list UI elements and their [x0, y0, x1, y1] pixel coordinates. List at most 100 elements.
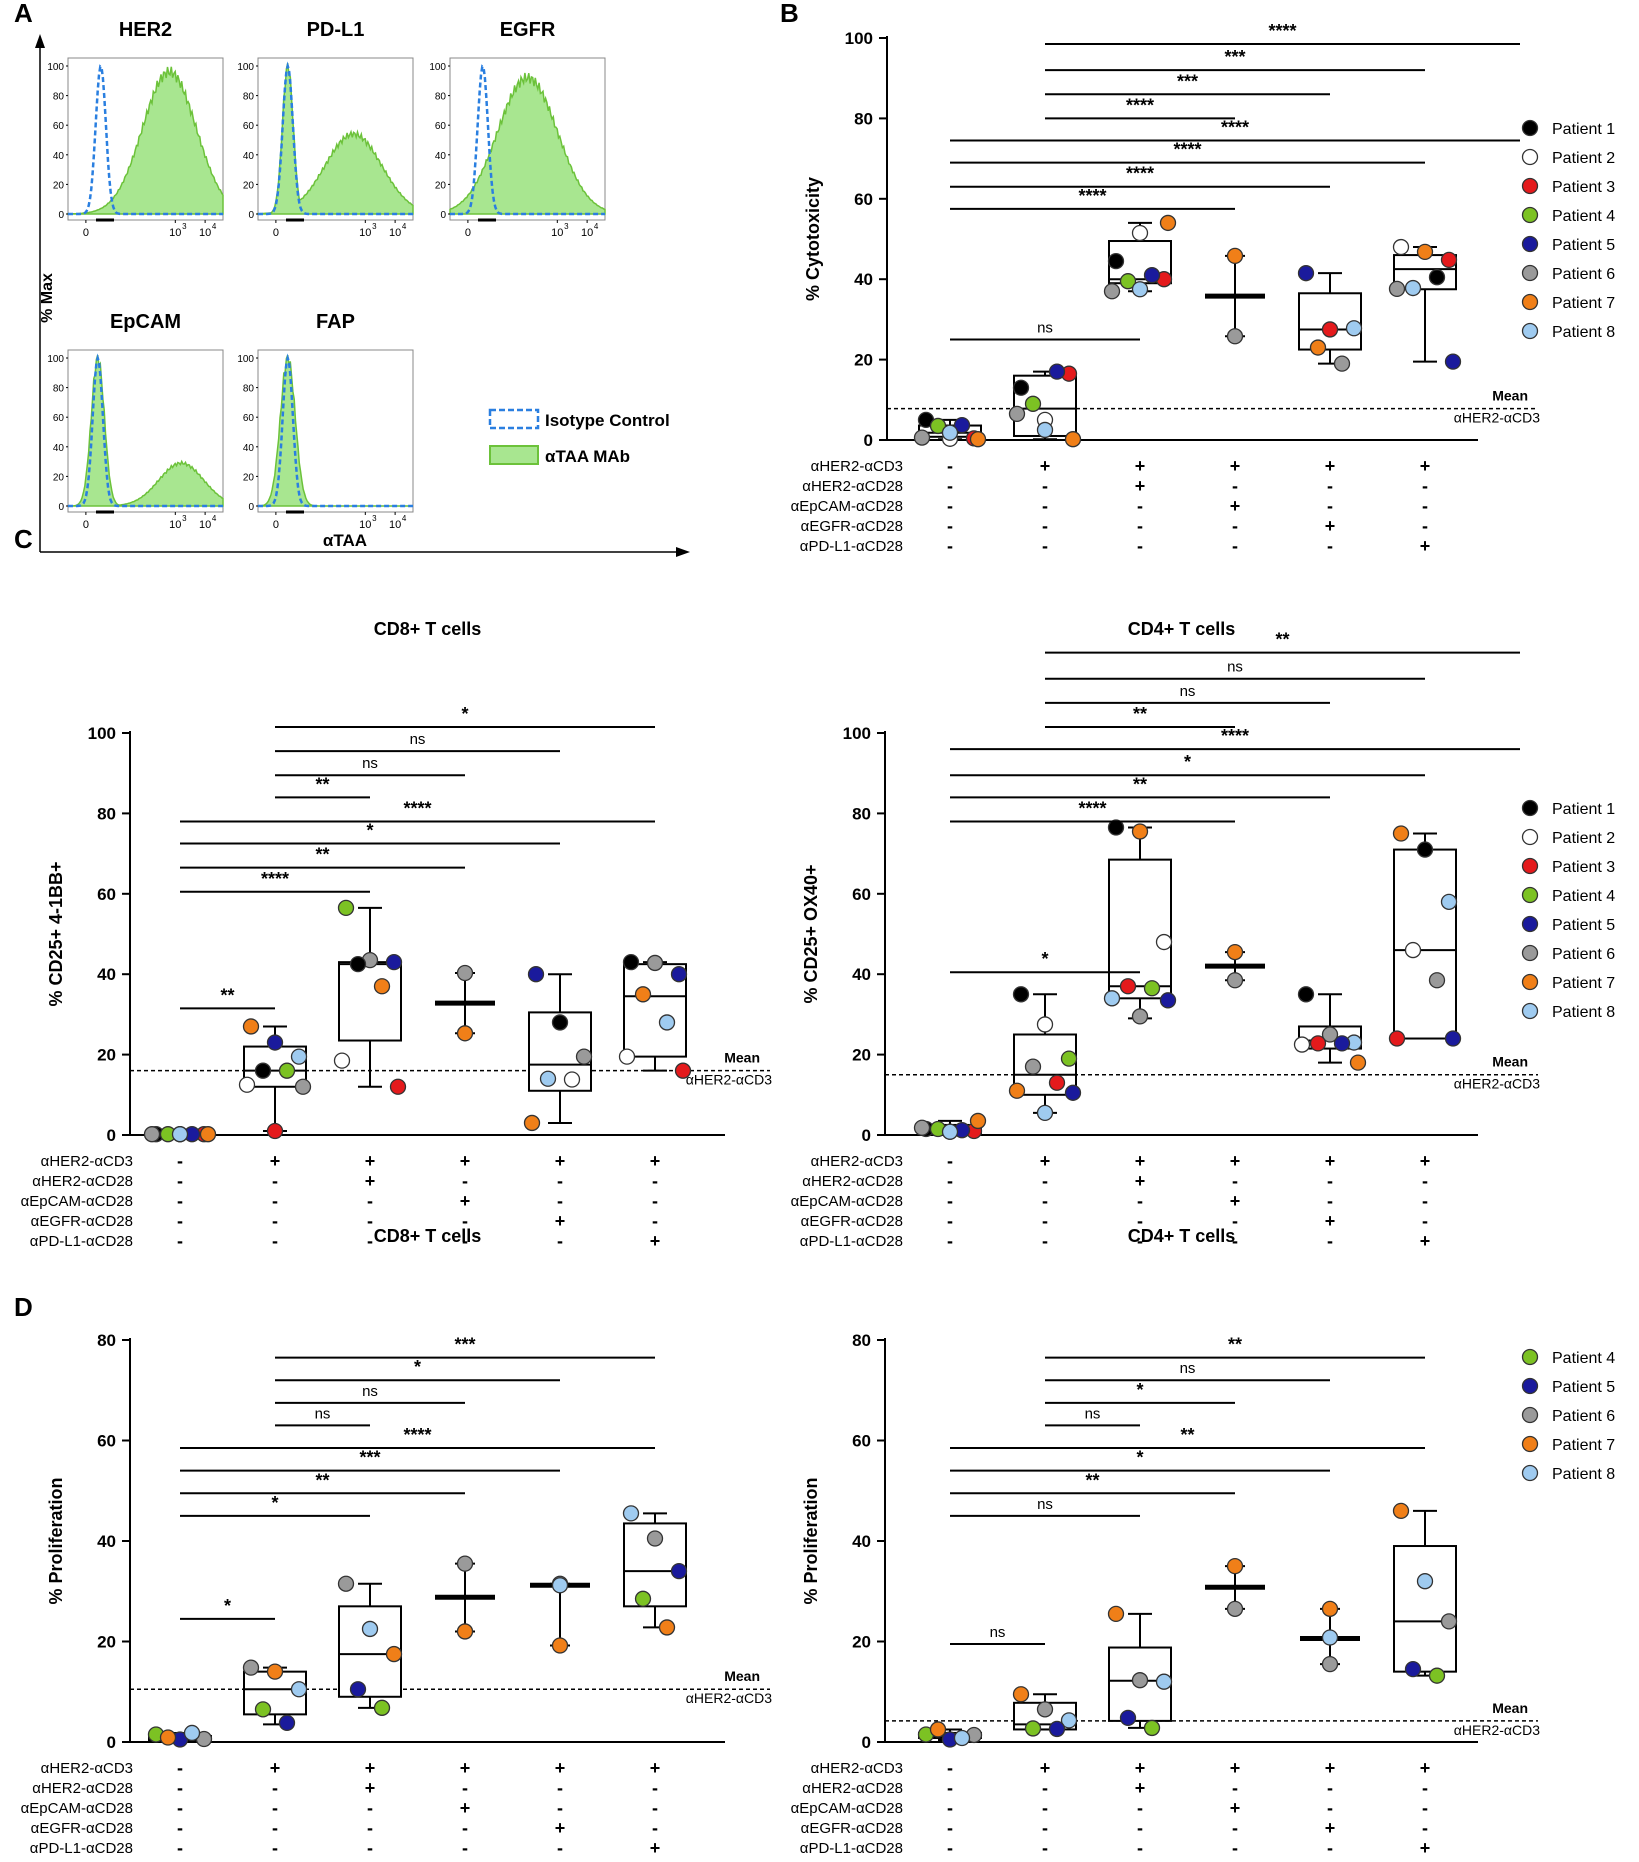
significance-label: ns — [315, 1405, 331, 1422]
condition-sign: + — [1420, 1838, 1431, 1858]
y-tick-label: 100 — [845, 29, 873, 48]
point-patient-5 — [1064, 1084, 1082, 1101]
y-tick-label: 100 — [88, 724, 116, 743]
condition-sign: + — [1230, 496, 1241, 516]
point-patient-7 — [1392, 1502, 1410, 1519]
condition-sign: - — [1327, 1231, 1333, 1251]
panel-c-right-boxplot: CD4+ T cells 0 20 40 60 80 100 % CD25+ OX40+ Mea… — [791, 619, 1616, 1251]
histogram-xtick-label: 0 — [465, 227, 471, 239]
significance-label: ns — [1085, 1405, 1101, 1422]
condition-sign: + — [1040, 456, 1051, 476]
condition-sign: + — [1325, 1151, 1336, 1171]
condition-row-label: αHER2-αCD3 — [41, 1153, 133, 1170]
condition-sign: + — [555, 1151, 566, 1171]
chart-title: CD4+ T cells — [1128, 619, 1236, 639]
legend-marker — [1521, 206, 1539, 224]
legend-marker — [1521, 148, 1539, 166]
point-patient-7 — [385, 1645, 403, 1663]
significance-label: ns — [1037, 320, 1053, 337]
chart-title: CD8+ T cells — [374, 619, 482, 639]
histogram-xtick-label: 0 — [83, 227, 89, 239]
shared-x-arrowhead — [676, 547, 690, 557]
histogram-xtick-label: 0 — [273, 227, 279, 239]
significance-label: ns — [1180, 683, 1196, 700]
point-patient-5 — [266, 1034, 284, 1051]
condition-sign: - — [557, 1798, 563, 1818]
point-patient-3 — [1388, 1030, 1406, 1047]
condition-sign: - — [177, 1151, 183, 1171]
chart-title: CD8+ T cells — [374, 1226, 482, 1246]
point-patient-3 — [1048, 1074, 1066, 1091]
point-patient-1 — [1012, 986, 1030, 1003]
point-patient-6 — [913, 1119, 931, 1136]
condition-row-label: αPD-L1-αCD28 — [30, 1233, 133, 1250]
point-patient-5 — [1143, 267, 1161, 284]
group-0 — [913, 411, 987, 448]
point-patient-1 — [1416, 841, 1434, 858]
legend-marker — [1521, 886, 1539, 904]
legend-label: Patient 1 — [1552, 121, 1615, 138]
condition-sign: - — [177, 1211, 183, 1231]
legend-marker — [1521, 857, 1539, 875]
point-patient-6 — [646, 954, 664, 972]
group-4 — [530, 1575, 590, 1654]
y-tick-label: 0 — [107, 1126, 116, 1145]
histogram-title: FAP — [316, 311, 355, 333]
condition-sign: + — [1325, 1211, 1336, 1231]
point-patient-4 — [1060, 1050, 1078, 1067]
point-patient-8 — [1345, 320, 1363, 337]
condition-row-label: αEpCAM-αCD28 — [21, 1193, 133, 1210]
histogram-ytick-label: 40 — [435, 151, 447, 162]
significance-label: **** — [1126, 95, 1154, 115]
condition-sign: - — [1137, 1211, 1143, 1231]
condition-sign: - — [947, 1151, 953, 1171]
significance-label: ** — [1180, 1425, 1194, 1445]
point-patient-1 — [1012, 379, 1030, 396]
significance-label: **** — [1221, 118, 1249, 138]
condition-sign: - — [1042, 1191, 1048, 1211]
point-patient-6 — [1131, 1672, 1149, 1689]
significance-label: *** — [1177, 71, 1198, 91]
point-patient-5 — [385, 953, 403, 971]
y-tick-label: 60 — [97, 1432, 116, 1451]
mean-label-title: Mean — [1492, 1054, 1528, 1070]
point-patient-7 — [1107, 1605, 1125, 1623]
point-patient-5 — [953, 416, 971, 434]
condition-sign: - — [1137, 1818, 1143, 1838]
y-tick-label: 40 — [854, 270, 873, 289]
condition-row-label: αHER2-αCD3 — [811, 1153, 903, 1170]
point-patient-5 — [1333, 1035, 1351, 1052]
group-3 — [1205, 943, 1265, 989]
panel-b-boxplot: 0 20 40 60 80 100 % Cytotoxicity Mean αHER2-αCD3… — [791, 21, 1616, 556]
legend-label: Patient 7 — [1552, 295, 1615, 312]
condition-sign: - — [177, 1778, 183, 1798]
point-patient-7 — [523, 1114, 541, 1132]
condition-sign: - — [1137, 516, 1143, 536]
condition-sign: + — [270, 1151, 281, 1171]
point-patient-8 — [290, 1681, 308, 1698]
legend-marker — [1521, 1377, 1539, 1395]
histogram-xtick-label: 10 — [169, 227, 181, 239]
point-patient-7 — [266, 1663, 284, 1680]
histogram-ytick-label: 100 — [47, 354, 64, 365]
condition-sign: - — [1422, 476, 1428, 496]
point-patient-6 — [1388, 280, 1406, 297]
significance-label: ns — [1180, 1360, 1196, 1377]
legend-marker — [1521, 1464, 1539, 1482]
condition-sign: - — [947, 476, 953, 496]
point-patient-2 — [1293, 1036, 1311, 1053]
significance-label: **** — [1126, 164, 1154, 184]
significance-label: **** — [1078, 186, 1106, 206]
significance-label: **** — [1173, 140, 1201, 160]
y-tick-label: 80 — [97, 1331, 116, 1350]
condition-sign: - — [462, 1171, 468, 1191]
significance-label: **** — [403, 798, 431, 818]
point-patient-8 — [941, 1123, 959, 1140]
condition-sign: - — [1137, 1798, 1143, 1818]
point-patient-6 — [913, 429, 931, 446]
condition-sign: - — [557, 1191, 563, 1211]
mean-label-subtitle: αHER2-αCD3 — [1454, 1076, 1540, 1092]
histogram-title: HER2 — [119, 19, 172, 41]
histogram-title: EGFR — [500, 19, 556, 41]
